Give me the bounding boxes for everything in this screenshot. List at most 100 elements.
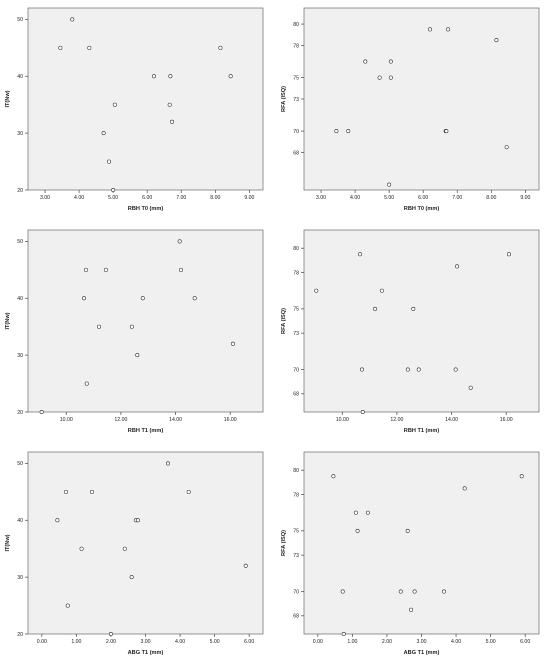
x-tick-label: 14.00 — [445, 417, 458, 423]
data-point — [179, 267, 183, 272]
data-point — [167, 102, 172, 107]
y-tick-label: 75 — [293, 75, 299, 81]
y-tick-label: 75 — [293, 529, 299, 535]
data-point — [355, 528, 360, 533]
x-tick-label: 10.00 — [60, 417, 73, 423]
x-axis-label: RBH T1 (mm) — [404, 428, 440, 434]
x-tick-label: 12.00 — [390, 417, 403, 423]
data-point — [504, 145, 509, 150]
data-point — [331, 474, 336, 479]
data-point — [243, 563, 248, 568]
plot-area — [27, 7, 264, 191]
data-point — [108, 632, 113, 636]
data-point — [39, 410, 44, 414]
y-axis-label: IT(Nw) — [5, 534, 11, 551]
data-point — [398, 589, 403, 594]
scatter-panel-1: 3.00 4.00 5.00 6.00 7.00 8.00 9.00 20 30 40 50 RBH … — [0, 0, 274, 222]
data-point — [411, 306, 416, 311]
y-tick-label: 70 — [293, 129, 299, 135]
data-point — [388, 75, 393, 80]
x-tick-label: 5.00 — [486, 639, 496, 645]
data-point — [373, 306, 378, 311]
data-point — [387, 182, 392, 187]
x-tick-label: 3.00 — [316, 195, 326, 201]
x-tick-label: 6.00 — [142, 195, 152, 201]
data-point — [192, 296, 197, 301]
scatter-chart-2: 3.00 4.00 5.00 6.00 7.00 8.00 9.00 68 70 73 75 78 80… — [281, 7, 540, 212]
data-point — [441, 589, 446, 594]
y-tick-label: 50 — [17, 239, 23, 245]
data-point — [177, 239, 182, 244]
data-point — [346, 129, 351, 134]
data-point — [363, 59, 368, 64]
x-tick-label: 4.00 — [451, 639, 461, 645]
y-tick-label: 73 — [293, 331, 299, 337]
data-point — [135, 518, 140, 523]
y-tick-label: 80 — [293, 246, 299, 252]
scatter-chart-6: 0.00 1.00 2.00 3.00 4.00 5.00 6.00 68 70 73 75 78 80… — [281, 451, 540, 656]
data-point — [58, 45, 63, 50]
data-point — [388, 59, 393, 64]
data-point — [377, 75, 382, 80]
data-point — [218, 45, 223, 50]
y-tick-label: 73 — [293, 553, 299, 559]
data-point — [353, 510, 358, 515]
data-point — [519, 474, 524, 479]
x-tick-label: 5.00 — [384, 195, 394, 201]
data-point — [405, 528, 410, 533]
data-point — [135, 353, 140, 358]
data-point — [506, 252, 511, 257]
scatter-panel-5: 0.00 1.00 2.00 3.00 4.00 5.00 6.00 20 30 40 50 ABG … — [0, 444, 274, 668]
data-point — [152, 74, 156, 79]
data-point — [453, 367, 458, 372]
x-tick-label: 8.00 — [486, 195, 496, 201]
x-tick-label: 16.00 — [500, 417, 513, 423]
data-point — [360, 410, 365, 414]
y-tick-label: 78 — [293, 43, 299, 49]
x-tick-label: 0.00 — [37, 639, 47, 645]
scatter-panel-4: 10.00 12.00 14.00 16.00 68 70 73 75 78 80 RBH T1 (… — [276, 222, 550, 444]
x-tick-label: 3.00 — [140, 639, 150, 645]
data-point — [140, 296, 145, 301]
x-axis-label: RBH T1 (mm) — [128, 428, 164, 434]
data-point — [462, 486, 467, 491]
x-tick-label: 4.00 — [175, 639, 185, 645]
data-point — [428, 27, 432, 32]
data-point — [170, 119, 175, 124]
data-point — [79, 546, 84, 551]
data-point — [228, 74, 233, 79]
data-point — [314, 288, 319, 293]
data-point — [55, 518, 60, 523]
x-tick-label: 4.00 — [74, 195, 84, 201]
data-point — [65, 603, 70, 608]
scatter-panel-3: 10.00 12.00 14.00 16.00 20 30 40 50 RBH T1 (mm) I… — [0, 222, 274, 444]
y-tick-label: 20 — [17, 188, 23, 194]
data-point — [494, 38, 499, 43]
data-point — [446, 27, 451, 32]
x-tick-label: 12.00 — [114, 417, 127, 423]
x-tick-label: 2.00 — [106, 639, 116, 645]
x-axis-label: ABG T1 (mm) — [128, 650, 164, 656]
data-point — [89, 489, 94, 494]
data-point — [358, 252, 362, 257]
scatter-chart-3: 10.00 12.00 14.00 16.00 20 30 40 50 RBH T1 (mm) I… — [5, 229, 264, 434]
x-tick-label: 9.00 — [244, 195, 254, 201]
data-point — [87, 45, 92, 50]
y-tick-label: 68 — [293, 150, 299, 156]
data-point — [97, 324, 102, 329]
y-tick-label: 50 — [17, 461, 23, 467]
y-tick-label: 68 — [293, 392, 299, 398]
data-point — [82, 296, 86, 301]
x-tick-label: 8.00 — [210, 195, 220, 201]
plot-area — [27, 451, 264, 635]
x-tick-label: 16.00 — [224, 417, 237, 423]
x-tick-label: 1.00 — [347, 639, 357, 645]
scatter-chart-5: 0.00 1.00 2.00 3.00 4.00 5.00 6.00 20 30 40 50 ABG … — [5, 451, 264, 656]
y-tick-label: 20 — [17, 632, 23, 638]
data-point — [444, 129, 449, 134]
data-point — [107, 159, 112, 164]
y-axis-label: IT(Nw) — [5, 90, 11, 107]
y-tick-label: 30 — [17, 353, 23, 359]
data-point — [409, 607, 414, 612]
x-tick-label: 14.00 — [169, 417, 182, 423]
